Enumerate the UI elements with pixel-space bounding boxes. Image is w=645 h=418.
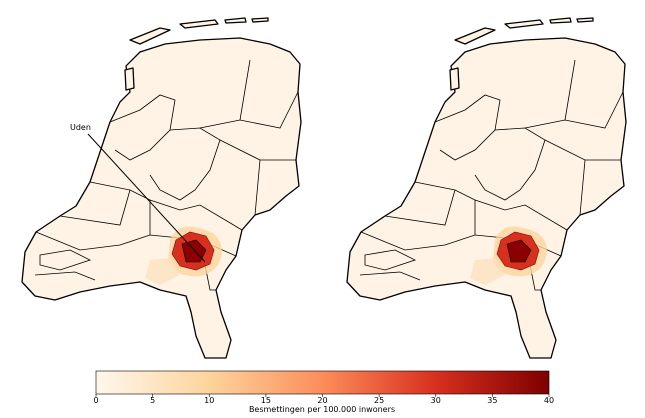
colorbar [95, 370, 550, 395]
map-left [21, 17, 302, 359]
annotation: Uden [70, 123, 91, 132]
tick-label: 5 [150, 396, 155, 405]
tick-label: 40 [544, 396, 554, 405]
map-right [346, 17, 627, 359]
tick-label: 10 [204, 396, 214, 405]
tick-label: 30 [431, 396, 441, 405]
tick-label: 20 [317, 396, 327, 405]
tick-label: 35 [487, 396, 497, 405]
annotation-line [87, 133, 206, 263]
colorbar-label: Besmettingen per 100.000 inwoners [249, 405, 395, 414]
tick-label: 0 [93, 396, 98, 405]
tick-label: 15 [261, 396, 271, 405]
colorbar-ticks: 0 5 10 15 20 25 30 35 40 [93, 394, 554, 405]
tick-label: 25 [374, 396, 384, 405]
